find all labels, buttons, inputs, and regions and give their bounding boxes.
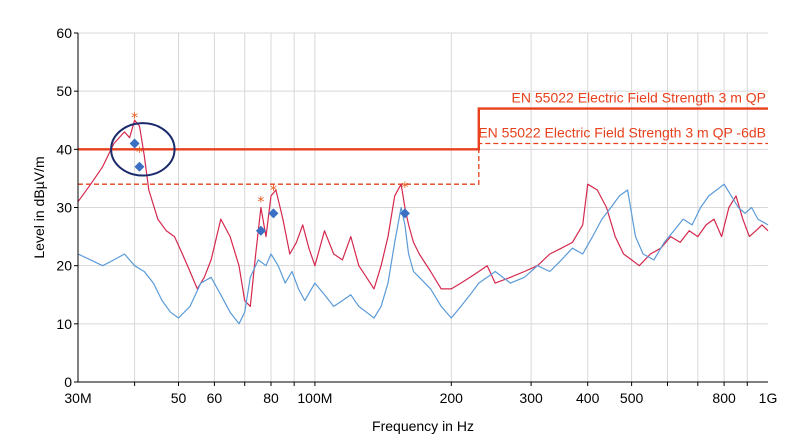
x-tick-label: 50	[171, 390, 187, 406]
limit-labels: EN 55022 Electric Field Strength 3 m QP E…	[478, 90, 766, 141]
y-axis-title: Level in dBµV/m	[31, 156, 47, 258]
x-tick-label: 400	[576, 390, 600, 406]
y-tick-label: 40	[56, 141, 72, 157]
x-tick-label: 80	[263, 390, 279, 406]
peak-star: *	[257, 195, 264, 211]
qp-marker	[255, 225, 266, 236]
tick-labels: 30M 50 60 80 100M 200 300 400 500 800 1G 0 10 20 30 40 5…	[56, 25, 777, 406]
x-tick-label: 1G	[759, 390, 778, 406]
x-tick-label: 300	[519, 390, 543, 406]
limit-lines	[78, 107, 768, 185]
limit-line-1	[78, 107, 768, 151]
limit-line-2	[78, 142, 768, 185]
x-tick-label: 100M	[297, 390, 332, 406]
y-tick-label: 10	[56, 316, 72, 332]
x-tick-label: 200	[440, 390, 464, 406]
qp-marker	[268, 208, 279, 219]
series-line-1	[77, 119, 769, 307]
qp-marker	[399, 208, 410, 219]
limit-label-2: EN 55022 Electric Field Strength 3 m QP …	[478, 125, 766, 141]
y-tick-label: 0	[64, 374, 72, 390]
qp-marker	[129, 138, 140, 149]
series-lines	[77, 119, 769, 325]
series-line-2	[77, 183, 769, 325]
axes	[74, 32, 768, 386]
x-tick-label: 800	[712, 390, 736, 406]
y-tick-label: 50	[56, 83, 72, 99]
markers: * * * * *	[110, 110, 410, 236]
y-tick-label: 30	[56, 200, 72, 216]
peak-star: *	[401, 180, 408, 196]
grid	[78, 32, 768, 382]
x-axis-title: Frequency in Hz	[372, 418, 474, 434]
peak-star: *	[270, 183, 277, 199]
y-tick-label: 20	[56, 258, 72, 274]
peak-star: *	[131, 110, 138, 126]
x-tick-label: 500	[620, 390, 644, 406]
limit-label-1: EN 55022 Electric Field Strength 3 m QP	[512, 90, 766, 106]
y-tick-label: 60	[56, 25, 72, 41]
x-tick-label: 60	[207, 390, 223, 406]
qp-marker	[134, 161, 145, 172]
highlight-ellipse	[110, 122, 176, 177]
peak-star: *	[136, 145, 143, 161]
x-tick-label: 30M	[64, 390, 91, 406]
